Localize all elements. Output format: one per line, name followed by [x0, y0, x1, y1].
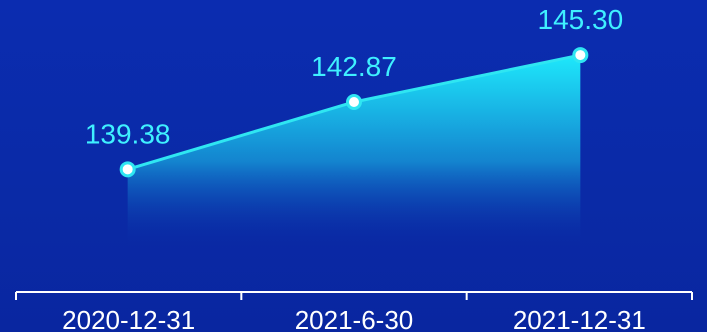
data-point: [346, 93, 362, 110]
data-point: [572, 47, 589, 64]
x-tick-label: 2021-12-31: [513, 305, 646, 332]
area-fill: [127, 55, 581, 248]
x-tick-label: 2020-12-31: [62, 305, 195, 332]
data-label: 142.87: [311, 51, 397, 82]
data-label: 145.30: [538, 4, 624, 35]
data-label: 139.38: [85, 118, 171, 149]
data-point: [119, 161, 136, 178]
x-tick-label: 2021-6-30: [295, 305, 414, 332]
